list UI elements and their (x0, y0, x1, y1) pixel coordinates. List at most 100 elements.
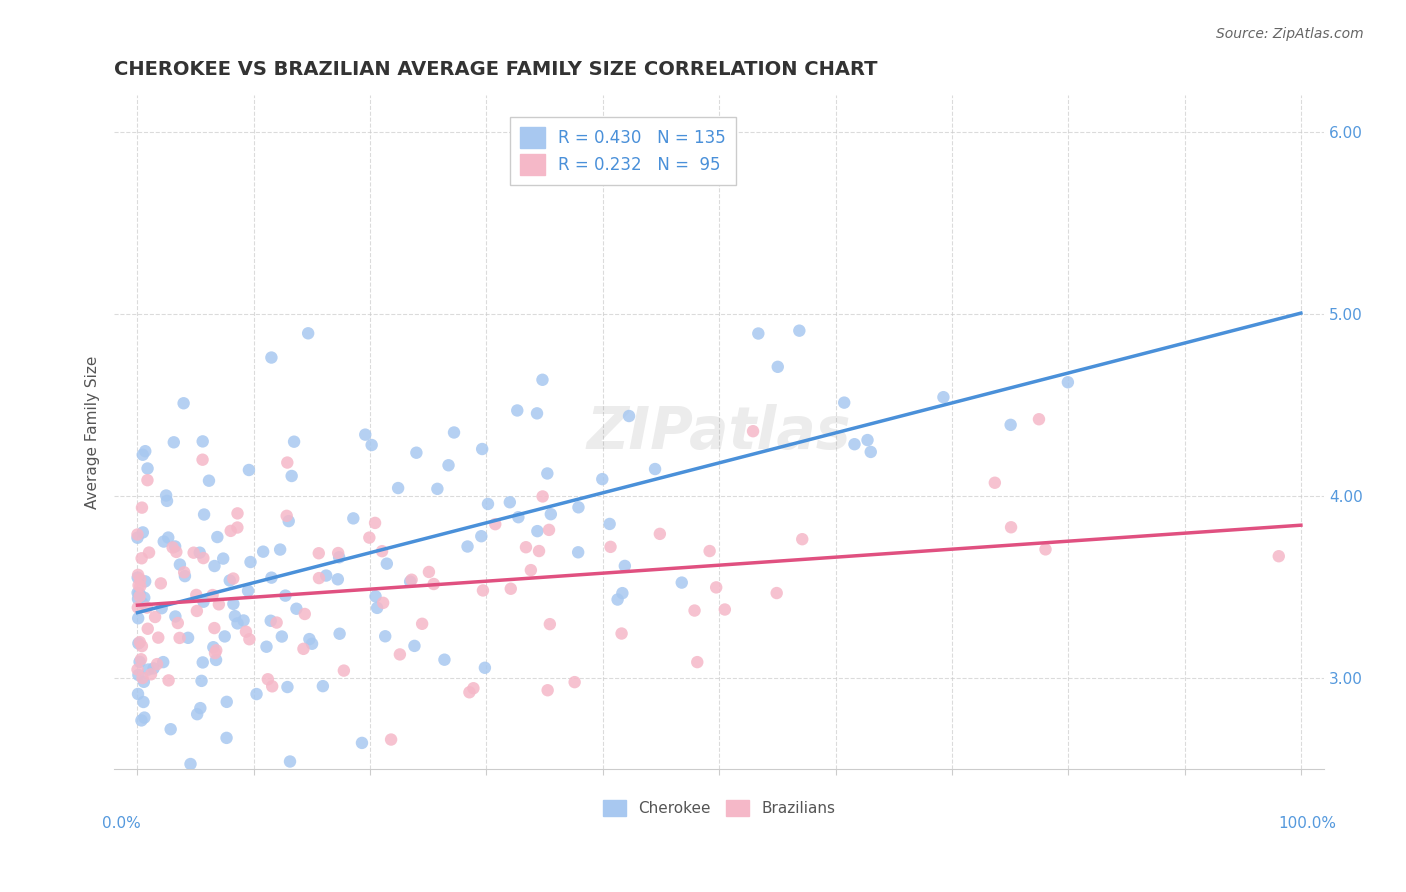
Cherokee (613, 558, 636, 573)
Cherokee (617, 409, 640, 423)
Cherokee (127, 531, 149, 545)
Cherokee (260, 351, 283, 365)
Brazilians (266, 615, 288, 630)
Brazilians (127, 567, 149, 582)
Cherokee (186, 707, 208, 722)
Cherokee (191, 656, 214, 670)
Brazilians (127, 600, 149, 615)
Brazilians (401, 573, 423, 587)
Cherokee (131, 714, 153, 728)
Cherokee (599, 516, 621, 531)
Brazilians (146, 657, 169, 672)
Cherokee (366, 600, 388, 615)
Brazilians (1268, 549, 1291, 564)
Cherokee (283, 434, 305, 449)
Cherokee (844, 437, 866, 451)
Cherokee (644, 462, 666, 476)
Cherokee (155, 489, 177, 503)
Cherokee (212, 551, 235, 566)
Cherokee (252, 544, 274, 558)
Cherokee (567, 500, 589, 515)
Cherokee (238, 463, 260, 477)
Brazilians (127, 663, 149, 677)
Cherokee (218, 574, 240, 588)
Cherokee (470, 529, 492, 543)
Brazilians (1000, 520, 1022, 534)
Brazilians (527, 544, 550, 558)
Cherokee (150, 601, 173, 615)
Cherokee (159, 723, 181, 737)
Text: ZIPatlas: ZIPatlas (586, 404, 852, 461)
Brazilians (686, 655, 709, 669)
Text: CHEROKEE VS BRAZILIAN AVERAGE FAMILY SIZE CORRELATION CHART: CHEROKEE VS BRAZILIAN AVERAGE FAMILY SIZ… (114, 60, 877, 78)
Brazilians (984, 475, 1007, 490)
Brazilians (186, 604, 208, 618)
Brazilians (538, 617, 561, 632)
Cherokee (859, 445, 882, 459)
Cherokee (127, 687, 149, 701)
Brazilians (183, 546, 205, 560)
Brazilians (131, 639, 153, 653)
Cherokee (360, 438, 382, 452)
Cherokee (315, 568, 337, 582)
Cherokee (499, 495, 522, 509)
Brazilians (328, 546, 350, 560)
Cherokee (127, 591, 149, 606)
Cherokee (152, 534, 174, 549)
Brazilians (148, 631, 170, 645)
Cherokee (131, 596, 153, 610)
Cherokee (152, 655, 174, 669)
Cherokee (193, 508, 215, 522)
Cherokee (342, 511, 364, 525)
Brazilians (138, 545, 160, 559)
Brazilians (1035, 542, 1057, 557)
Cherokee (399, 574, 422, 589)
Cherokee (157, 531, 180, 545)
Cherokee (260, 614, 283, 628)
Brazilians (371, 596, 394, 610)
Cherokee (387, 481, 409, 495)
Cherokee (540, 507, 562, 521)
Cherokee (506, 403, 529, 417)
Brazilians (201, 588, 224, 602)
Brazilians (276, 456, 298, 470)
Brazilians (238, 632, 260, 647)
Cherokee (274, 589, 297, 603)
Cherokee (132, 695, 155, 709)
Cherokee (612, 586, 634, 600)
Brazilians (371, 544, 394, 558)
Brazilians (257, 672, 280, 686)
Cherokee (297, 326, 319, 341)
Brazilians (683, 603, 706, 617)
Cherokee (165, 540, 187, 554)
Brazilians (136, 600, 159, 615)
Cherokee (766, 359, 789, 374)
Cherokee (136, 663, 159, 677)
Cherokee (747, 326, 769, 341)
Cherokee (301, 637, 323, 651)
Brazilians (131, 551, 153, 566)
Cherokee (531, 373, 554, 387)
Brazilians (515, 540, 537, 554)
Cherokee (127, 571, 149, 585)
Cherokee (128, 586, 150, 600)
Cherokee (526, 406, 548, 420)
Brazilians (1028, 412, 1050, 426)
Brazilians (219, 524, 242, 538)
Brazilians (537, 523, 560, 537)
Brazilians (471, 583, 494, 598)
Cherokee (526, 524, 548, 538)
Brazilians (699, 544, 721, 558)
Cherokee (132, 674, 155, 689)
Cherokee (232, 614, 254, 628)
Cherokee (326, 572, 349, 586)
Cherokee (276, 680, 298, 694)
Cherokee (832, 395, 855, 409)
Brazilians (131, 500, 153, 515)
Brazilians (262, 679, 284, 693)
Cherokee (457, 540, 479, 554)
Brazilians (294, 607, 316, 621)
Cherokee (285, 601, 308, 615)
Cherokee (163, 435, 186, 450)
Cherokee (405, 446, 427, 460)
